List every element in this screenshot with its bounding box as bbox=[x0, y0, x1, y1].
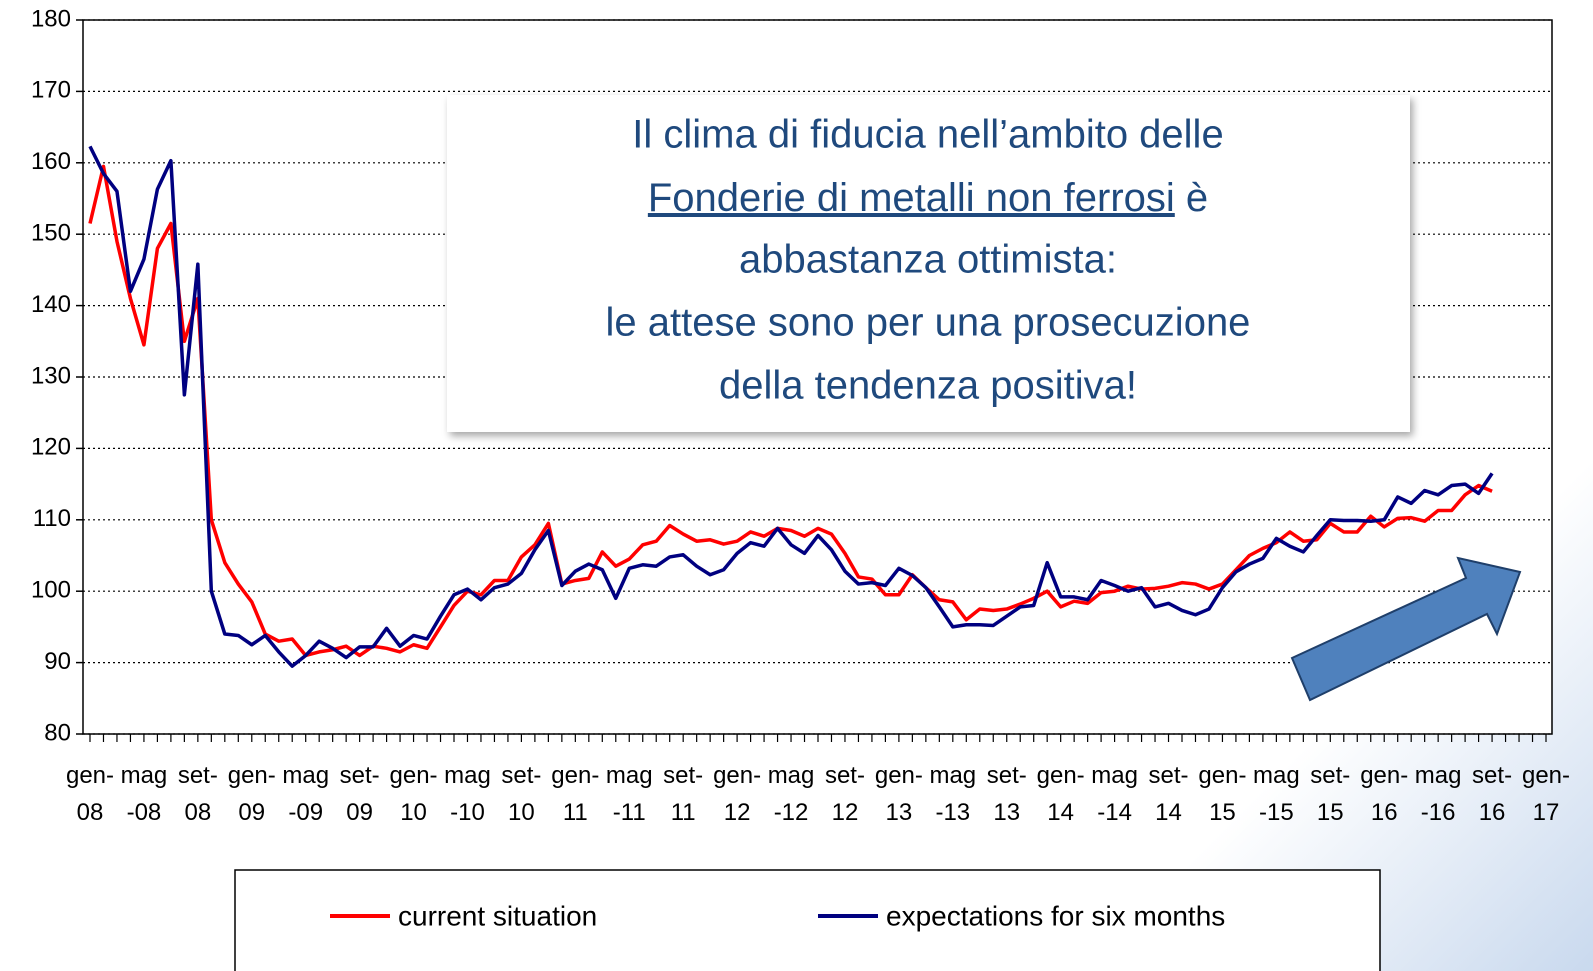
annotation: è bbox=[1175, 176, 1208, 220]
y-tick-label: 170 bbox=[31, 77, 71, 104]
x-tick-label: gen-15 bbox=[1198, 762, 1247, 826]
x-tick-label: gen-11 bbox=[551, 762, 600, 826]
x-tick-label: set-14 bbox=[1148, 762, 1189, 826]
legend-label: expectations for six months bbox=[886, 900, 1225, 931]
y-tick-label: 110 bbox=[33, 505, 71, 532]
y-tick-label: 180 bbox=[31, 5, 71, 32]
legend bbox=[234, 869, 1381, 971]
y-tick-label: 130 bbox=[31, 362, 71, 389]
trend-arrow bbox=[1290, 556, 1522, 702]
x-tick-label: mag-13 bbox=[929, 762, 977, 826]
x-tick-label: gen-16 bbox=[1360, 762, 1409, 826]
y-tick-label: 100 bbox=[31, 577, 71, 604]
x-tick-label: gen-17 bbox=[1521, 762, 1571, 826]
x-tick-label: set-13 bbox=[986, 762, 1027, 826]
y-tick-label: 90 bbox=[44, 648, 71, 675]
annotation: abbastanza ottimista: bbox=[739, 238, 1117, 282]
legend-label: current situation bbox=[398, 900, 597, 931]
line-series bbox=[88, 164, 1493, 658]
x-tick-label: gen-13 bbox=[874, 762, 923, 826]
x-tick-label: set-12 bbox=[824, 762, 865, 826]
annotation: Il clima di fiducia nell’ambito delle bbox=[632, 113, 1223, 157]
annotation: della tendenza positiva! bbox=[719, 364, 1137, 408]
x-tick-label: mag-15 bbox=[1253, 762, 1300, 826]
x-tick-label: mag-16 bbox=[1414, 762, 1462, 826]
x-tick-label: gen-12 bbox=[713, 762, 762, 826]
y-tick-label: 160 bbox=[31, 148, 71, 175]
y-tick-label: 140 bbox=[31, 291, 71, 318]
y-tick-label: 80 bbox=[44, 719, 71, 746]
annotation-box bbox=[447, 95, 1410, 432]
x-tick-label: mag-12 bbox=[767, 762, 815, 826]
y-tick-label: 120 bbox=[31, 434, 71, 461]
x-tick-label: mag-08 bbox=[120, 762, 168, 826]
annotation: Fonderie di metalli non ferrosi è bbox=[648, 176, 1208, 220]
x-tick-label: gen-08 bbox=[65, 762, 115, 826]
x-tick-label: gen-10 bbox=[389, 762, 438, 826]
x-tick-label: set-08 bbox=[177, 762, 218, 826]
x-tick-label: set-09 bbox=[339, 762, 380, 826]
x-tick-label: mag-09 bbox=[282, 762, 330, 826]
x-tick-label: set-15 bbox=[1310, 762, 1351, 826]
x-tick-label: gen-14 bbox=[1036, 762, 1085, 826]
x-tick-label: mag-10 bbox=[444, 762, 491, 826]
annotation: le attese sono per una prosecuzione bbox=[606, 301, 1251, 345]
line-series bbox=[88, 145, 1494, 668]
x-tick-label: set-10 bbox=[501, 762, 542, 826]
x-tick-label: set-16 bbox=[1472, 762, 1513, 826]
x-tick-label: set-11 bbox=[663, 762, 704, 826]
x-tick-label: mag-14 bbox=[1091, 762, 1138, 826]
x-tick-label: gen-09 bbox=[227, 762, 276, 826]
y-tick-label: 150 bbox=[31, 220, 71, 247]
annotation: Fonderie di metalli non ferrosi bbox=[648, 176, 1175, 220]
x-tick-label: mag-11 bbox=[605, 762, 653, 826]
